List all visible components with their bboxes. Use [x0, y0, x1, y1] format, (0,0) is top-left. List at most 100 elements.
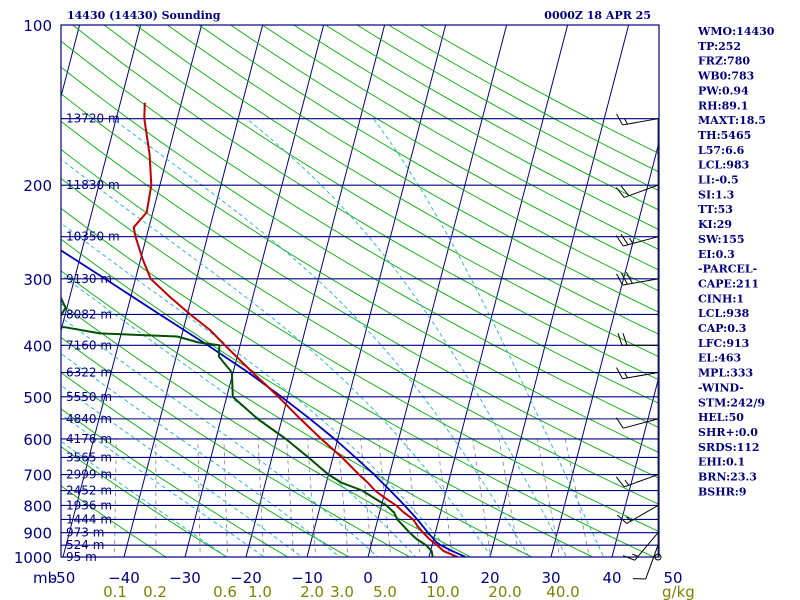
mixing-ratio-label: g/kg: [662, 583, 695, 600]
height-label: 95 m: [66, 550, 97, 564]
index-entry: MAXT:18.5: [698, 114, 766, 127]
wind-barb: [617, 333, 658, 346]
mixing-ratio-label: 0.1: [103, 583, 127, 600]
wind-barb: [615, 184, 659, 198]
height-label: 9130 m: [66, 272, 112, 286]
index-entry: LI:-0.5: [698, 174, 739, 187]
isotherm-line: [611, 374, 659, 557]
height-label: 1444 m: [66, 512, 112, 526]
height-label: 4840 m: [66, 412, 112, 426]
index-entry: EL:463: [698, 352, 741, 365]
temperature-tick-label: −40: [108, 569, 140, 587]
pressure-tick-label: 200: [23, 177, 52, 195]
index-entry: STM:242/9: [698, 396, 765, 409]
dry-adiabat: [103, 25, 659, 358]
index-entry: WMO:14430: [697, 25, 775, 38]
height-label: 6322 m: [66, 366, 112, 380]
index-entry: TP:252: [698, 40, 741, 53]
mixing-ratio-label: 10.0: [426, 583, 459, 600]
temperature-trace: [132, 102, 459, 557]
height-label: 524 m: [66, 538, 104, 552]
mixing-ratio-label: 40.0: [546, 583, 579, 600]
index-entry: SHR+:0.0: [698, 426, 758, 439]
dry-adiabat: [230, 25, 659, 271]
dry-adiabat: [61, 148, 659, 505]
index-entry: TH:5465: [698, 129, 751, 142]
height-label: 4176 m: [66, 432, 112, 446]
height-label: 1936 m: [66, 498, 112, 512]
wind-barb: [615, 417, 659, 429]
index-entry: HEL:50: [698, 411, 744, 424]
dry-adiabat: [61, 120, 659, 479]
temperature-tick-label: 20: [480, 569, 499, 587]
wind-barb: [616, 113, 659, 126]
height-label: 5550 m: [66, 390, 112, 404]
mixing-ratio-line: [197, 438, 201, 557]
height-label: 10350 m: [66, 230, 120, 244]
height-label: 13720 m: [66, 112, 120, 126]
height-label: 2999 m: [66, 468, 112, 482]
wind-barb: [616, 367, 659, 380]
dry-adiabat: [61, 372, 350, 557]
mixing-ratio-line: [360, 438, 373, 557]
pressure-tick-label: 300: [23, 271, 52, 289]
height-label: 11830 m: [66, 178, 120, 192]
mixing-ratio-line: [257, 438, 264, 557]
temperature-tick-label: 30: [541, 569, 560, 587]
isotherm-line: [428, 25, 569, 557]
mixing-ratio-line: [472, 438, 492, 557]
dry-adiabat: [61, 66, 659, 429]
isotherm-line: [61, 25, 142, 333]
temperature-tick-label: −10: [291, 569, 323, 587]
pressure-tick-label: 800: [23, 497, 52, 515]
wind-barb: [615, 474, 659, 488]
index-entry: LCL:983: [698, 159, 749, 172]
mixing-ratio-line: [436, 438, 454, 557]
wind-barb: [617, 505, 659, 524]
pressure-tick-label: 500: [23, 389, 52, 407]
wind-barb: [615, 233, 659, 247]
mixing-ratio-line: [564, 438, 590, 557]
mixing-ratio-axis: 0.1 0.2 0.6 1.0 2.0 3.0 5.0 10.0 20.0 40.0 g/kg: [103, 583, 695, 600]
isotherm-line: [123, 25, 264, 557]
index-entry: BSHR:9: [698, 485, 747, 498]
mixing-ratio-line: [405, 438, 421, 557]
mixing-ratio-line: [498, 438, 520, 557]
index-entry: SW:155: [698, 233, 745, 246]
wind-barb-calm: [654, 553, 662, 561]
height-label: 973 m: [66, 526, 104, 540]
wind-barb: [622, 532, 659, 561]
station-title: 14430 (14430) Sounding: [67, 9, 221, 22]
dry-adiabat: [61, 40, 659, 404]
axis-unit-mb: mb: [33, 569, 57, 587]
temperature-tick-label: 10: [419, 569, 438, 587]
index-entry: SI:1.3: [698, 188, 734, 201]
mixing-ratio-label: 20.0: [488, 583, 521, 600]
temperature-tick-label: 50: [663, 569, 682, 587]
height-label: 7160 m: [66, 338, 112, 352]
temperature-tick-label: 0: [363, 569, 373, 587]
index-entry: LFC:913: [698, 337, 749, 350]
wind-barb: [633, 544, 659, 580]
mixing-ratio-line: [286, 438, 295, 557]
dry-adiabat: [198, 25, 659, 292]
index-entry: SRDS:112: [698, 441, 760, 454]
index-entry: EI:0.3: [698, 248, 735, 261]
index-entry: CAP:0.3: [698, 322, 746, 335]
wind-barbs: [615, 113, 662, 580]
temperature-tick-label: 40: [602, 569, 621, 587]
dry-adiabat: [61, 408, 289, 557]
pressure-axis: 100 200 300 400 500 600 700 800 900 1000: [14, 17, 52, 567]
pressure-tick-label: 1000: [14, 549, 52, 567]
index-entry: BRN:23.3: [698, 471, 757, 484]
temperature-tick-label: -50: [51, 569, 76, 587]
mixing-ratio-label: 1.0: [248, 583, 272, 600]
dry-adiabat: [61, 485, 167, 557]
plot-frame: [60, 24, 660, 558]
height-label: 2452 m: [66, 484, 112, 498]
index-entry: KI:29: [698, 218, 732, 231]
dry-adiabat: [61, 238, 594, 557]
index-entry: WB0:783: [697, 70, 754, 83]
